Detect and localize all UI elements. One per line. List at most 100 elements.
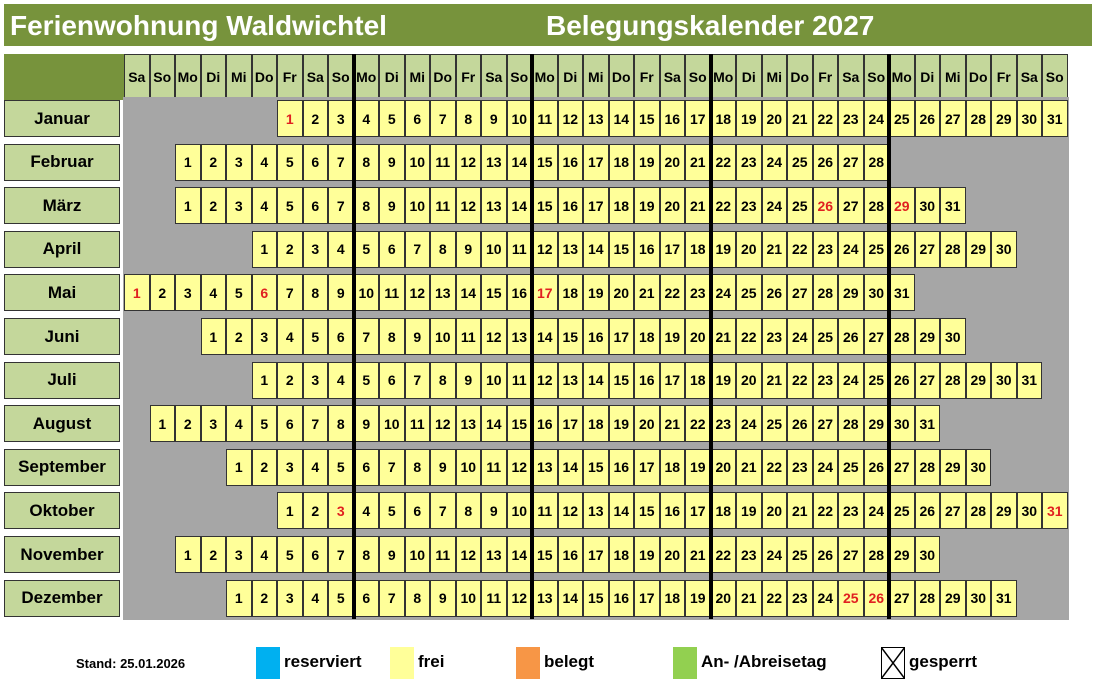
day-cell[interactable]: 29 (889, 536, 915, 573)
day-cell[interactable]: 20 (685, 318, 711, 355)
day-cell[interactable]: 16 (557, 187, 583, 225)
day-cell[interactable]: 23 (838, 492, 864, 530)
day-cell[interactable]: 8 (430, 230, 456, 268)
day-cell[interactable]: 19 (634, 187, 660, 225)
day-cell[interactable]: 18 (583, 405, 609, 443)
day-cell[interactable]: 2 (302, 100, 328, 137)
day-cell[interactable]: 25 (812, 318, 838, 355)
day-cell[interactable]: 25 (838, 579, 864, 617)
day-cell[interactable]: 29 (965, 230, 991, 268)
day-cell[interactable]: 16 (557, 143, 583, 181)
day-cell[interactable]: 31 (1016, 361, 1042, 399)
day-cell[interactable]: 18 (685, 361, 711, 399)
day-cell[interactable]: 22 (812, 492, 838, 530)
day-cell[interactable]: 25 (787, 536, 813, 573)
day-cell[interactable]: 27 (787, 274, 813, 312)
day-cell[interactable]: 26 (863, 579, 889, 617)
day-cell[interactable]: 10 (379, 405, 405, 443)
day-cell[interactable]: 1 (175, 143, 201, 181)
day-cell[interactable]: 20 (659, 187, 685, 225)
day-cell[interactable]: 26 (863, 448, 889, 486)
day-cell[interactable]: 6 (302, 536, 328, 573)
day-cell[interactable]: 22 (761, 579, 787, 617)
day-cell[interactable]: 25 (889, 100, 915, 137)
day-cell[interactable]: 14 (455, 274, 481, 312)
day-cell[interactable]: 3 (277, 448, 303, 486)
day-cell[interactable]: 11 (404, 405, 430, 443)
day-cell[interactable]: 9 (430, 448, 456, 486)
day-cell[interactable]: 6 (277, 405, 303, 443)
day-cell[interactable]: 27 (914, 361, 940, 399)
day-cell[interactable]: 28 (863, 187, 889, 225)
day-cell[interactable]: 2 (251, 448, 277, 486)
day-cell[interactable]: 21 (761, 230, 787, 268)
day-cell[interactable]: 7 (404, 361, 430, 399)
day-cell[interactable]: 3 (328, 492, 354, 530)
day-cell[interactable]: 12 (481, 318, 507, 355)
day-cell[interactable]: 17 (532, 274, 558, 312)
day-cell[interactable]: 1 (251, 230, 277, 268)
day-cell[interactable]: 21 (685, 143, 711, 181)
day-cell[interactable]: 17 (608, 318, 634, 355)
day-cell[interactable]: 7 (302, 405, 328, 443)
day-cell[interactable]: 11 (455, 318, 481, 355)
day-cell[interactable]: 24 (761, 143, 787, 181)
day-cell[interactable]: 2 (302, 492, 328, 530)
day-cell[interactable]: 13 (481, 187, 507, 225)
day-cell[interactable]: 17 (583, 143, 609, 181)
day-cell[interactable]: 7 (379, 448, 405, 486)
day-cell[interactable]: 22 (659, 274, 685, 312)
day-cell[interactable]: 10 (404, 143, 430, 181)
day-cell[interactable]: 10 (404, 536, 430, 573)
day-cell[interactable]: 17 (659, 361, 685, 399)
day-cell[interactable]: 5 (277, 187, 303, 225)
day-cell[interactable]: 15 (608, 361, 634, 399)
day-cell[interactable]: 8 (328, 405, 354, 443)
day-cell[interactable]: 28 (965, 492, 991, 530)
day-cell[interactable]: 6 (328, 318, 354, 355)
day-cell[interactable]: 25 (787, 187, 813, 225)
day-cell[interactable]: 2 (226, 318, 252, 355)
day-cell[interactable]: 1 (175, 187, 201, 225)
day-cell[interactable]: 18 (710, 492, 736, 530)
day-cell[interactable]: 4 (328, 361, 354, 399)
day-cell[interactable]: 20 (761, 492, 787, 530)
day-cell[interactable]: 18 (685, 230, 711, 268)
day-cell[interactable]: 24 (736, 405, 762, 443)
day-cell[interactable]: 13 (506, 318, 532, 355)
day-cell[interactable]: 21 (710, 318, 736, 355)
day-cell[interactable]: 4 (277, 318, 303, 355)
day-cell[interactable]: 24 (812, 579, 838, 617)
day-cell[interactable]: 23 (787, 448, 813, 486)
day-cell[interactable]: 20 (710, 579, 736, 617)
day-cell[interactable]: 21 (685, 187, 711, 225)
day-cell[interactable]: 22 (812, 100, 838, 137)
day-cell[interactable]: 25 (889, 492, 915, 530)
day-cell[interactable]: 3 (328, 100, 354, 137)
day-cell[interactable]: 28 (838, 405, 864, 443)
day-cell[interactable]: 6 (353, 448, 379, 486)
day-cell[interactable]: 29 (863, 405, 889, 443)
day-cell[interactable]: 4 (328, 230, 354, 268)
day-cell[interactable]: 11 (506, 230, 532, 268)
day-cell[interactable]: 11 (379, 274, 405, 312)
day-cell[interactable]: 11 (532, 492, 558, 530)
day-cell[interactable]: 26 (812, 536, 838, 573)
day-cell[interactable]: 19 (685, 448, 711, 486)
day-cell[interactable]: 7 (353, 318, 379, 355)
day-cell[interactable]: 16 (532, 405, 558, 443)
day-cell[interactable]: 18 (659, 579, 685, 617)
day-cell[interactable]: 6 (302, 187, 328, 225)
day-cell[interactable]: 8 (455, 492, 481, 530)
day-cell[interactable]: 2 (175, 405, 201, 443)
day-cell[interactable]: 12 (557, 100, 583, 137)
day-cell[interactable]: 15 (583, 579, 609, 617)
day-cell[interactable]: 29 (889, 187, 915, 225)
day-cell[interactable]: 20 (761, 100, 787, 137)
day-cell[interactable]: 29 (991, 492, 1017, 530)
day-cell[interactable]: 5 (328, 579, 354, 617)
day-cell[interactable]: 21 (685, 536, 711, 573)
day-cell[interactable]: 26 (787, 405, 813, 443)
day-cell[interactable]: 7 (328, 536, 354, 573)
day-cell[interactable]: 16 (583, 318, 609, 355)
